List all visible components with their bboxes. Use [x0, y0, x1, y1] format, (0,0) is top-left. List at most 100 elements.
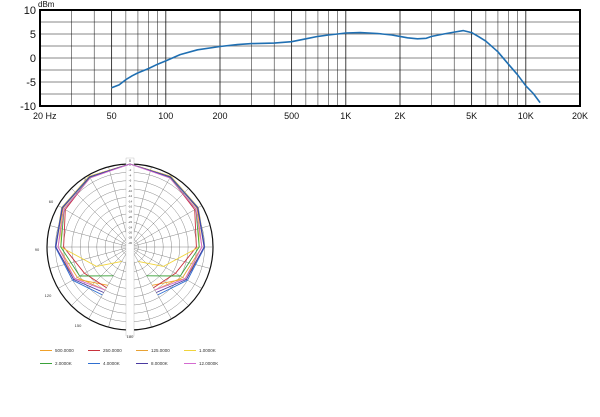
- radial-tick-label: -26: [128, 230, 133, 234]
- y-tick-label: -10: [20, 101, 36, 113]
- legend-label: 1.0000K: [199, 348, 216, 353]
- legend-label: 250.0000: [103, 348, 122, 353]
- polar-series: [54, 163, 206, 296]
- radial-tick-label: -28: [128, 236, 133, 240]
- radial-tick-label: -30: [128, 241, 133, 245]
- legend-swatch: [88, 362, 100, 365]
- legend-item: 125.0000: [136, 348, 184, 353]
- polar-spoke: [58, 205, 131, 248]
- polar-spoke: [71, 188, 131, 248]
- polar-spoke: [129, 225, 211, 248]
- radial-tick-label: -14: [128, 199, 133, 203]
- x-tick-label: 10K: [518, 111, 534, 121]
- legend-swatch: [136, 362, 148, 365]
- polar-spoke: [129, 175, 172, 248]
- polar-series-line: [129, 163, 200, 267]
- polar-spoke: [129, 188, 189, 248]
- angle-label: 150: [75, 323, 82, 328]
- legend-label: 4.0000K: [103, 361, 120, 366]
- y-tick-label: 5: [30, 29, 36, 41]
- legend-item: 8.0000K: [136, 361, 184, 366]
- angle-label: 60: [49, 199, 54, 204]
- polar-series-line: [129, 163, 206, 296]
- polar-series-line: [57, 163, 131, 291]
- legend-swatch: [184, 362, 196, 365]
- polar-spoke: [129, 246, 211, 269]
- angle-label: 90: [35, 247, 40, 252]
- plot-frame: [39, 9, 581, 107]
- polar-series-line: [60, 163, 131, 277]
- polar-pattern-chart: 0-2-4-6-8-10-12-14-16-18-20-22-24-26-28-…: [35, 157, 214, 339]
- angle-label: 180: [127, 334, 134, 339]
- polar-spoke: [58, 246, 131, 289]
- legend-swatch: [136, 349, 148, 352]
- legend-row: 2.0000K 4.0000K 8.0000K 12.0000K: [40, 357, 250, 370]
- legend-label: 125.0000: [151, 348, 170, 353]
- polar-series-line: [129, 163, 203, 291]
- polar-spoke: [129, 246, 172, 319]
- legend-swatch: [184, 349, 196, 352]
- x-tick-label: 20K: [572, 111, 588, 121]
- polar-spoke: [88, 175, 131, 248]
- polar-series-line: [54, 163, 131, 296]
- polar-series-line: [55, 163, 131, 293]
- polar-series-line: [60, 163, 131, 267]
- polar-spoke: [129, 246, 202, 289]
- angle-label: 120: [45, 293, 52, 298]
- frequency-response-line: [111, 29, 541, 104]
- radial-tick-label: -22: [128, 220, 133, 224]
- polar-series-line: [129, 163, 205, 293]
- radial-tick-label: -2: [129, 168, 132, 172]
- legend-swatch: [40, 349, 52, 352]
- legend-label: 500.0000: [55, 348, 74, 353]
- radial-tick-label: -8: [129, 184, 132, 188]
- radial-tick-label: -6: [129, 179, 132, 183]
- legend-item: 2.0000K: [40, 361, 88, 366]
- horizontal-grid: [40, 9, 580, 107]
- radial-scale-strip: [125, 157, 135, 337]
- radial-tick-label: -20: [128, 215, 133, 219]
- polar-spoke: [129, 205, 202, 248]
- legend-swatch: [40, 362, 52, 365]
- x-tick-label: 20 Hz: [33, 111, 57, 121]
- y-tick-label: -5: [26, 77, 36, 89]
- polar-series-line: [129, 163, 197, 289]
- legend-label: 8.0000K: [151, 361, 168, 366]
- x-tick-label: 500: [284, 111, 299, 121]
- radial-tick-label: -16: [128, 205, 133, 209]
- y-tick-label: 0: [30, 53, 36, 65]
- polar-spoke: [49, 225, 131, 248]
- radial-tick-label: -4: [129, 173, 132, 177]
- x-tick-label: 200: [212, 111, 227, 121]
- x-tick-label: 100: [158, 111, 173, 121]
- radial-tick-label: -18: [128, 210, 133, 214]
- polar-series-line: [129, 163, 200, 277]
- legend-item: 500.0000: [40, 348, 88, 353]
- legend-item: 12.0000K: [184, 361, 232, 366]
- x-tick-label: 2K: [394, 111, 405, 121]
- polar-series-line: [63, 163, 131, 289]
- angle-label: 0: [129, 158, 132, 163]
- legend-label: 12.0000K: [199, 361, 219, 366]
- x-tick-label: 5K: [466, 111, 477, 121]
- y-tick-label: 10: [24, 5, 36, 17]
- legend-item: 250.0000: [88, 348, 136, 353]
- legend-swatch: [88, 349, 100, 352]
- y-axis-label: dBm: [38, 0, 55, 9]
- radial-tick-label: 0: [129, 163, 131, 167]
- polar-spoke: [49, 246, 131, 269]
- legend-label: 2.0000K: [55, 361, 72, 366]
- polar-spoke: [71, 246, 131, 306]
- radial-tick-label: -12: [128, 194, 133, 198]
- radial-tick-label: -10: [128, 189, 133, 193]
- x-tick-label: 1K: [340, 111, 351, 121]
- legend-item: 4.0000K: [88, 361, 136, 366]
- legend-item: 1.0000K: [184, 348, 232, 353]
- polar-spoke: [129, 246, 189, 306]
- radial-tick-label: -24: [128, 225, 133, 229]
- polar-legend: 500.0000 250.0000 125.0000 1.0000K 2.0000K 4.…: [40, 344, 250, 370]
- polar-spoke: [88, 246, 131, 319]
- x-tick-label: 50: [107, 111, 117, 121]
- legend-row: 500.0000 250.0000 125.0000 1.0000K: [40, 344, 250, 357]
